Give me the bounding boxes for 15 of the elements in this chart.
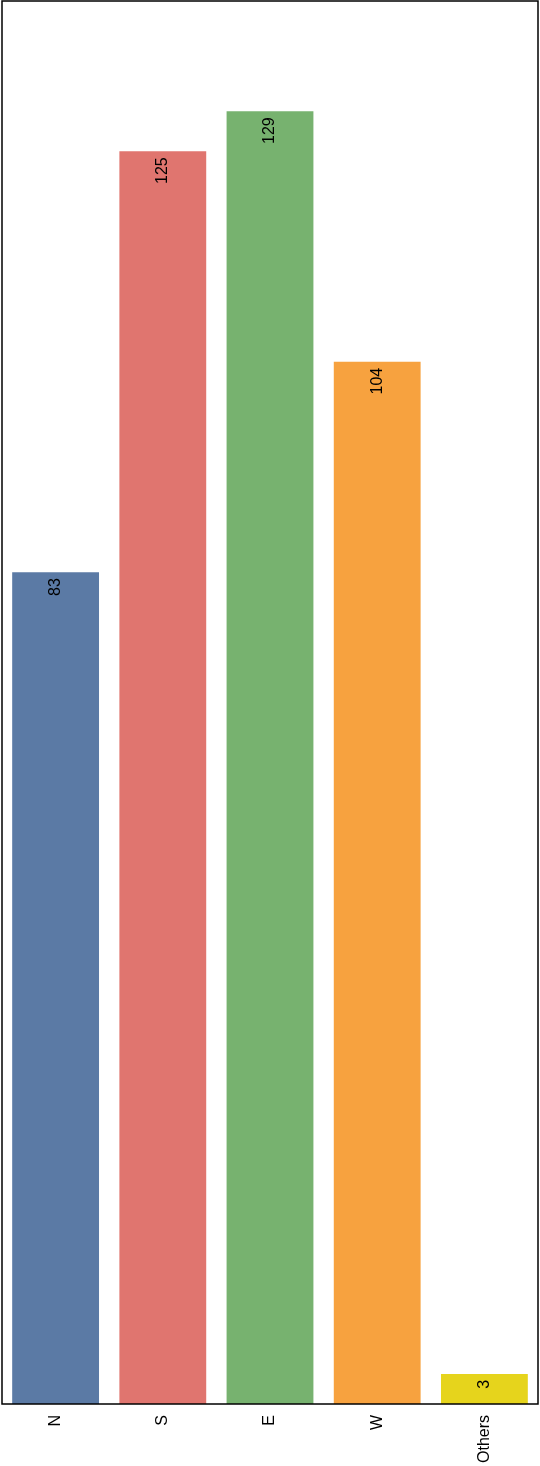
x-tick-label: N (46, 1414, 64, 1427)
x-tick-label: W (367, 1414, 385, 1431)
x-tick-label: S (153, 1414, 171, 1426)
data-label: 104 (367, 367, 385, 395)
data-label: 3 (474, 1379, 492, 1389)
x-tick-label: E (260, 1414, 278, 1426)
bar (440, 1373, 528, 1404)
data-label: 83 (46, 578, 64, 597)
x-tick-label: Others (474, 1414, 492, 1463)
data-label: 125 (153, 157, 171, 185)
bar (119, 151, 207, 1404)
data-label: 129 (260, 117, 278, 144)
bar (333, 361, 421, 1404)
bar (226, 111, 314, 1404)
bar (12, 572, 100, 1404)
